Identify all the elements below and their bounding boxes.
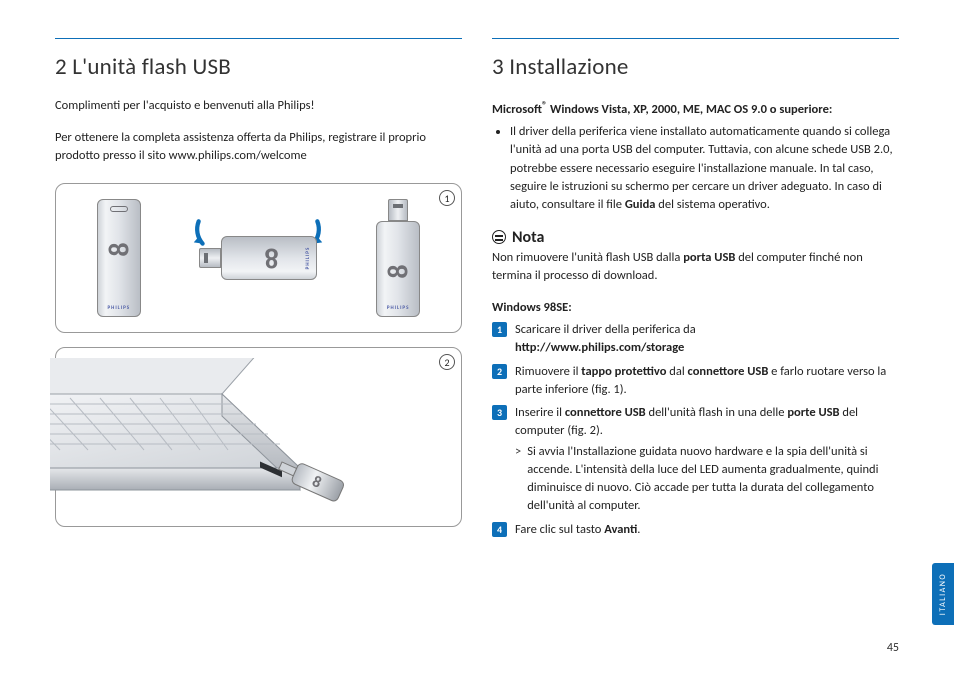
right-column: 3 Installazione Microsoft® Windows Vista…	[492, 38, 899, 544]
win98-heading: Windows 98SE:	[492, 299, 899, 317]
step-2-number: 2	[492, 364, 507, 379]
language-tab: ITALIANO	[932, 563, 954, 625]
left-intro1: Complimenti per l'acquisto e benvenuti a…	[55, 97, 462, 115]
left-rule	[55, 38, 462, 39]
step-4: 4 Fare clic sul tasto Avanti.	[492, 521, 899, 539]
step-1-number: 1	[492, 322, 507, 337]
laptop-icon: 8	[50, 358, 370, 518]
figure-2-number: 2	[439, 354, 455, 370]
note-icon	[492, 230, 506, 244]
usb-drive-capped-icon: 8 PHILIPS	[97, 199, 141, 317]
note-label: Nota	[512, 228, 544, 247]
usb-drive-open-icon: 8 PHILIPS	[376, 199, 420, 317]
step-3: 3 Inserire il connettore USB dell'unità …	[492, 404, 899, 516]
step-3-sub: > Si avvia l'Installazione guidata nuovo…	[515, 443, 899, 516]
step-2: 2 Rimuovere il tappo protettivo dal conn…	[492, 363, 899, 399]
step-4-number: 4	[492, 522, 507, 537]
note-heading: Nota	[492, 228, 899, 247]
right-rule	[492, 38, 899, 39]
note-text: Non rimuovere l'unità flash USB dalla po…	[492, 249, 899, 285]
os-bullet-list: Il driver della periferica viene install…	[504, 123, 899, 214]
os-heading: Microsoft® Windows Vista, XP, 2000, ME, …	[492, 97, 899, 119]
usb-drive-rotate-icon: 8 PHILIPS	[198, 218, 318, 298]
numbered-steps: 1 Scaricare il driver della periferica d…	[492, 321, 899, 538]
page-number: 45	[887, 641, 899, 655]
step-1: 1 Scaricare il driver della periferica d…	[492, 321, 899, 357]
figure-1: 1 8 PHILIPS	[55, 183, 462, 333]
left-heading: 2 L'unità flash USB	[55, 53, 462, 81]
os-bullet: Il driver della periferica viene install…	[510, 123, 899, 214]
step-1-url: http://www.philips.com/storage	[515, 340, 684, 355]
right-heading: 3 Installazione	[492, 53, 899, 81]
figure-2: 2	[55, 347, 462, 527]
step-3-number: 3	[492, 405, 507, 420]
left-intro2: Per ottenere la completa assistenza offe…	[55, 129, 462, 165]
left-column: 2 L'unità flash USB Complimenti per l'ac…	[55, 38, 462, 544]
